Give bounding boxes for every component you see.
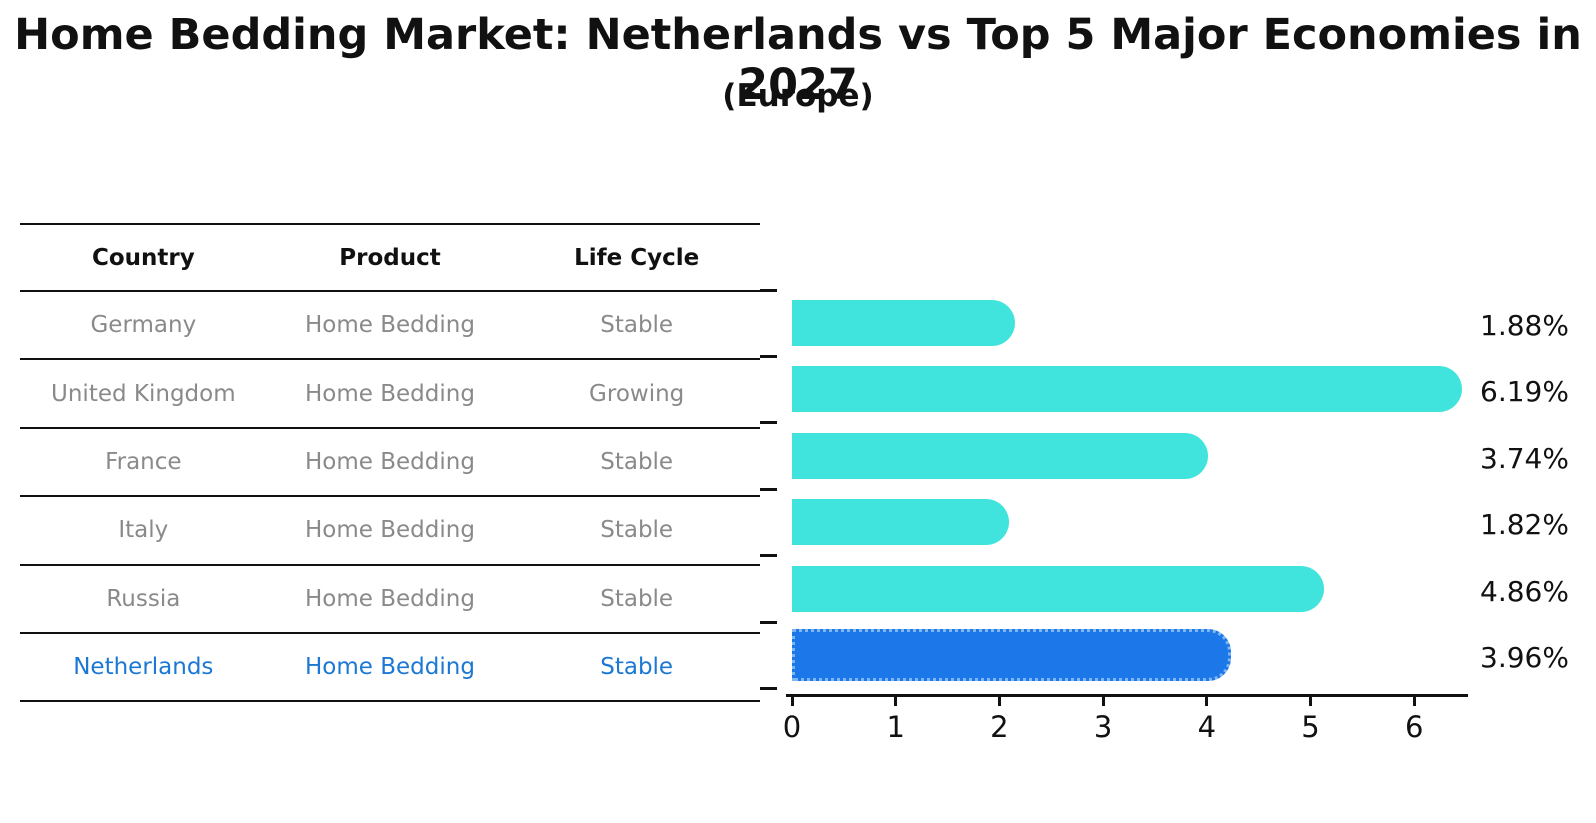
value-label-germany: 1.88% — [1480, 309, 1569, 342]
table-cell-country: Italy — [118, 517, 169, 544]
table-cell-product: Home Bedding — [305, 448, 475, 475]
header-cell-life-cycle: Life Cycle — [574, 244, 700, 271]
y-axis-tick — [760, 288, 777, 292]
table-cell-country: Germany — [90, 312, 197, 339]
bar-russia — [792, 565, 1324, 612]
table-cell-life-cycle: Stable — [600, 585, 674, 612]
table-cell-product: Home Bedding — [305, 312, 475, 339]
table-cell-country: Russia — [106, 585, 181, 612]
table-row: France Home Bedding Stable — [20, 429, 760, 498]
table-cell-life-cycle: Stable — [600, 654, 674, 681]
data-table: Country Product Life Cycle Germany Home B… — [20, 223, 760, 703]
table-cell-life-cycle: Stable — [600, 312, 674, 339]
bar-germany — [792, 300, 1015, 346]
value-label-united-kingdom: 6.19% — [1480, 375, 1569, 409]
y-axis-tick — [760, 421, 777, 425]
table-cell-country: United Kingdom — [51, 380, 236, 407]
table-row: United Kingdom Home Bedding Growing — [20, 360, 760, 429]
table-cell-life-cycle: Stable — [600, 517, 674, 544]
chart-subtitle: (Europe) — [722, 78, 874, 114]
x-axis-tick — [1412, 694, 1416, 706]
x-axis-tick-label: 3 — [1093, 710, 1113, 744]
table-cell-country: France — [105, 448, 182, 475]
table-cell-product: Home Bedding — [305, 654, 475, 681]
x-axis-tick — [997, 694, 1001, 706]
y-axis-tick — [760, 354, 777, 358]
bar-united-kingdom — [792, 366, 1462, 413]
table-row: Netherlands Home Bedding Stable — [20, 634, 760, 703]
table-cell-product: Home Bedding — [305, 517, 475, 544]
table-row: Italy Home Bedding Stable — [20, 497, 760, 566]
table-cell-life-cycle: Stable — [600, 448, 674, 475]
x-axis-tick — [790, 694, 794, 706]
table-cell-country: Netherlands — [73, 654, 214, 681]
x-axis-tick — [1205, 694, 1209, 706]
y-axis-tick — [760, 554, 777, 558]
y-axis-tick — [760, 686, 777, 690]
table-cell-product: Home Bedding — [305, 585, 475, 612]
x-axis-tick-label: 2 — [990, 710, 1009, 744]
table-header-row: Country Product Life Cycle — [20, 225, 760, 292]
header-cell-product: Product — [339, 244, 441, 271]
value-label-russia: 4.86% — [1480, 574, 1569, 608]
bar-italy — [792, 499, 1009, 546]
bar-france — [792, 432, 1208, 479]
table-cell-product: Home Bedding — [305, 380, 475, 407]
table-row: Russia Home Bedding Stable — [20, 566, 760, 634]
chart-title: Home Bedding Market: Netherlands vs Top … — [14, 10, 1582, 110]
x-axis-tick-label: 0 — [782, 710, 802, 744]
x-axis-tick-label: 1 — [886, 710, 905, 744]
value-label-italy: 1.82% — [1480, 508, 1569, 542]
header-cell-country: Country — [91, 244, 195, 271]
x-axis-line — [786, 694, 1468, 697]
y-axis-tick — [760, 487, 777, 491]
x-axis-tick-label: 4 — [1197, 710, 1217, 744]
x-axis-tick-label: 5 — [1301, 710, 1320, 744]
value-label-france: 3.74% — [1480, 441, 1569, 475]
x-axis-tick — [1101, 694, 1105, 706]
y-axis-tick — [760, 620, 777, 624]
table-cell-life-cycle: Growing — [589, 380, 685, 407]
table-row: Germany Home Bedding Stable — [20, 292, 760, 361]
highlight-bar-netherlands — [792, 629, 1231, 681]
x-axis-tick — [1309, 694, 1312, 706]
value-label-netherlands: 3.96% — [1480, 641, 1569, 674]
x-axis-tick — [894, 694, 898, 706]
x-axis-tick-label: 6 — [1404, 710, 1424, 744]
